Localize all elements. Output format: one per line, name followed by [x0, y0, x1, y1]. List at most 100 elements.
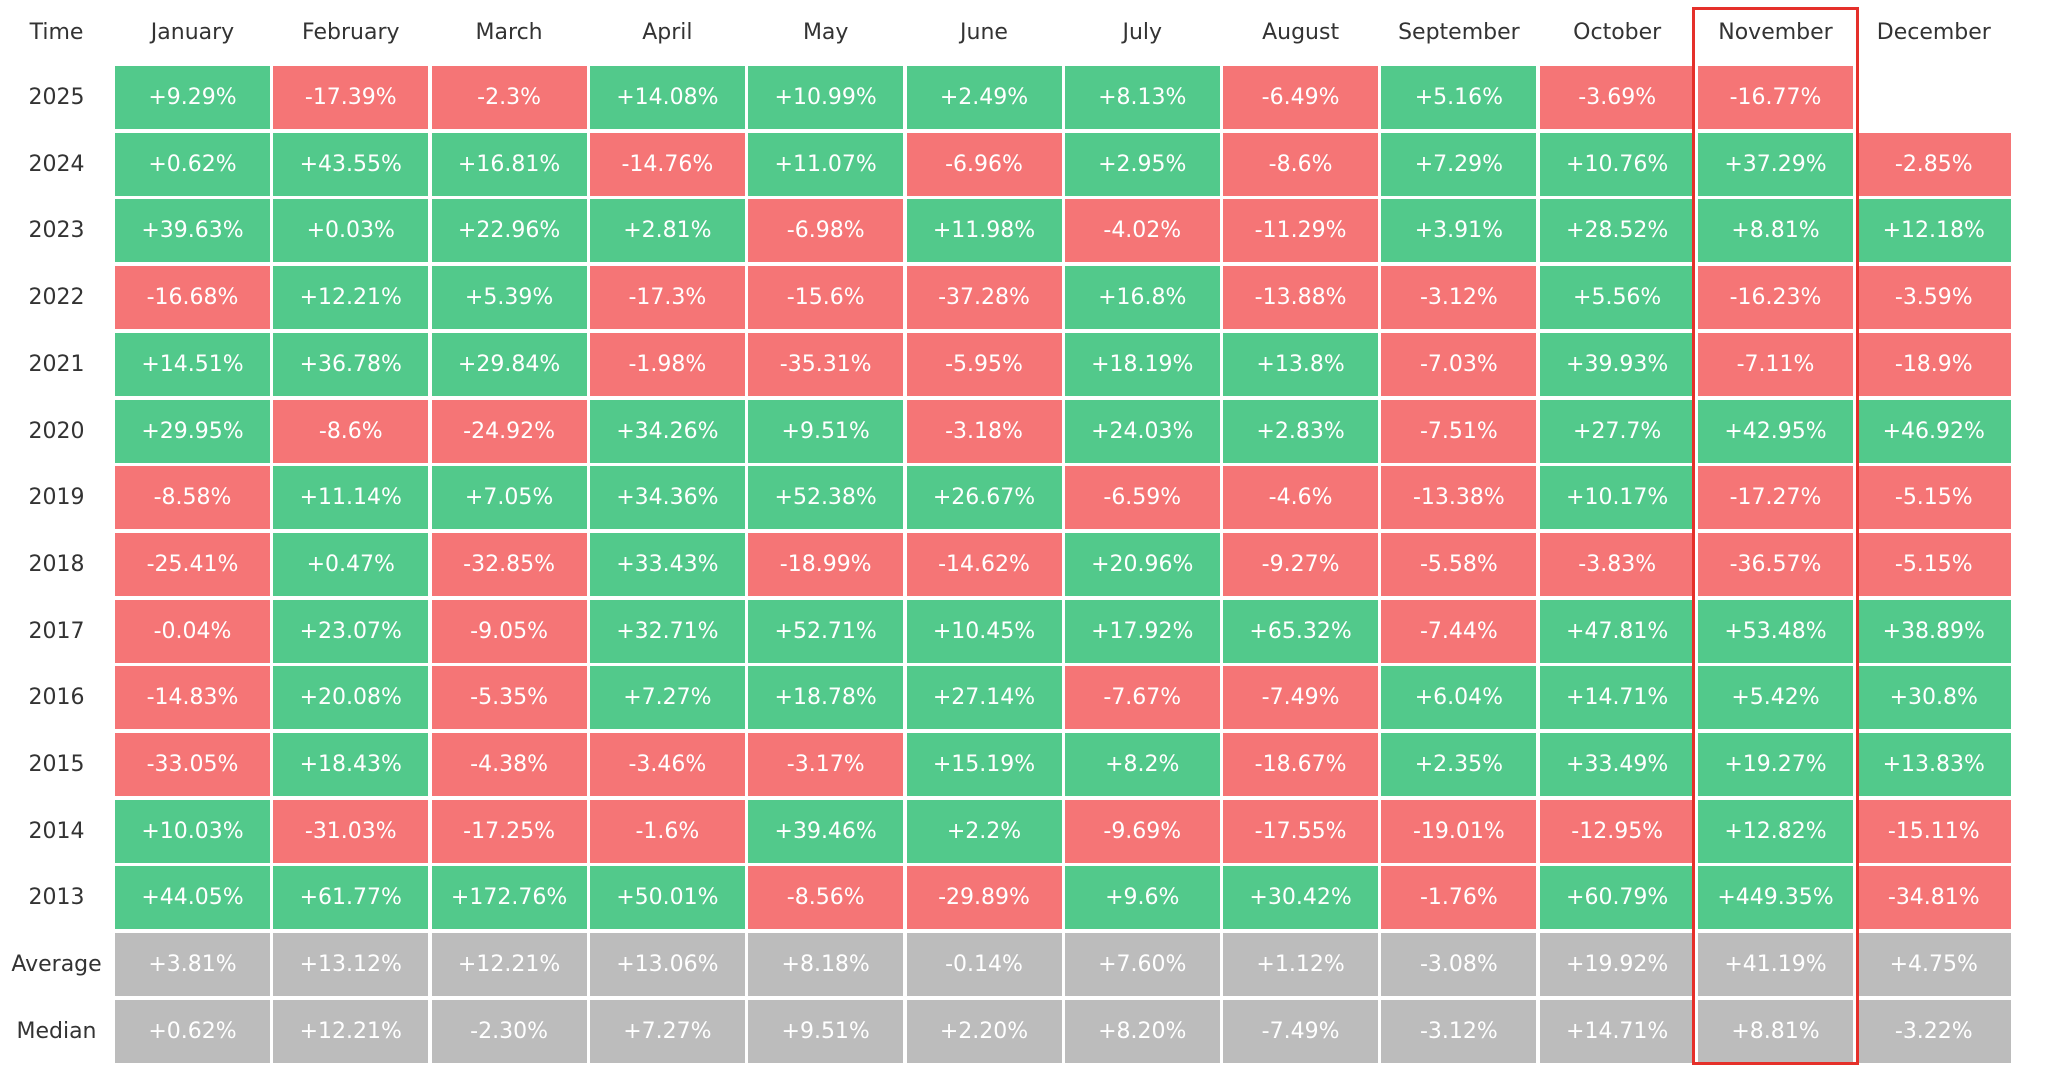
cell: +13.12%: [273, 933, 429, 997]
cell: +8.2%: [1064, 733, 1220, 796]
cell: +65.32%: [1223, 599, 1379, 663]
cell: +60.79%: [1539, 866, 1695, 930]
cell: +9.51%: [748, 999, 904, 1063]
cell: -1.6%: [589, 799, 745, 863]
cell: -24.92%: [431, 399, 587, 463]
cell: -15.6%: [748, 266, 904, 330]
cell: -7.67%: [1064, 666, 1220, 730]
cell: +5.56%: [1539, 266, 1695, 330]
column-header: August: [1262, 19, 1340, 45]
cell: -3.59%: [1856, 266, 2012, 330]
cell: -14.83%: [115, 666, 270, 730]
cell: +7.29%: [1381, 132, 1537, 196]
cell: +34.26%: [589, 399, 745, 463]
cell: -5.15%: [1856, 532, 2012, 596]
cell: -3.12%: [1381, 266, 1537, 330]
cell: +33.49%: [1539, 733, 1695, 796]
cell: -14.62%: [906, 532, 1062, 596]
column-header: February: [302, 19, 400, 45]
cell: +37.29%: [1698, 132, 1853, 196]
cell: +39.46%: [748, 799, 904, 863]
cell: -1.76%: [1381, 866, 1537, 930]
cell: +14.51%: [115, 332, 270, 396]
cell: +52.71%: [748, 599, 904, 663]
cell: -32.85%: [431, 532, 587, 596]
row-label: 2020: [28, 418, 85, 444]
column-header: December: [1876, 19, 1991, 45]
cell: -36.57%: [1698, 532, 1853, 596]
column-header: June: [960, 19, 1008, 45]
cell: +30.8%: [1856, 666, 2012, 730]
cell: +28.52%: [1539, 199, 1695, 263]
cell: +0.62%: [115, 132, 270, 196]
cell: +5.16%: [1381, 66, 1537, 129]
cell: -3.69%: [1539, 66, 1695, 129]
cell: +4.75%: [1856, 933, 2012, 997]
cell: +23.07%: [273, 599, 429, 663]
cell: +41.19%: [1698, 933, 1853, 997]
cell: +172.76%: [431, 866, 587, 930]
cell: +18.19%: [1064, 332, 1220, 396]
row-label: Average: [11, 952, 102, 978]
cell: -7.49%: [1223, 666, 1379, 730]
cell: +0.47%: [273, 532, 429, 596]
cell: +2.49%: [906, 66, 1062, 129]
row-label: 2019: [28, 485, 85, 511]
cell: +2.83%: [1223, 399, 1379, 463]
cell: -17.27%: [1698, 466, 1853, 530]
cell: -16.68%: [115, 266, 270, 330]
cell: +11.98%: [906, 199, 1062, 263]
cell: +33.43%: [589, 532, 745, 596]
cell: -15.11%: [1856, 799, 2012, 863]
cell: +50.01%: [589, 866, 745, 930]
cell: -4.38%: [431, 733, 587, 796]
cell: +15.19%: [906, 733, 1062, 796]
cell: +27.7%: [1539, 399, 1695, 463]
cell: -11.29%: [1223, 199, 1379, 263]
cell: -3.83%: [1539, 532, 1695, 596]
cell: -8.56%: [748, 866, 904, 930]
row-label: 2013: [28, 885, 85, 911]
cell: -14.76%: [589, 132, 745, 196]
cell: +24.03%: [1064, 399, 1220, 463]
cell: +34.36%: [589, 466, 745, 530]
cell: +14.71%: [1539, 999, 1695, 1063]
cell: +10.99%: [748, 66, 904, 129]
cell: +2.35%: [1381, 733, 1537, 796]
cell: +8.81%: [1698, 999, 1853, 1063]
cell: +38.89%: [1856, 599, 2012, 663]
column-header: September: [1398, 19, 1520, 45]
column-header: November: [1718, 19, 1833, 45]
highlight-box: [1692, 7, 1859, 1065]
cell: -7.03%: [1381, 332, 1537, 396]
cell: +7.05%: [431, 466, 587, 530]
cell: +39.93%: [1539, 332, 1695, 396]
cell: +7.27%: [589, 666, 745, 730]
cell: +0.62%: [115, 999, 270, 1063]
cell: -2.30%: [431, 999, 587, 1063]
cell: -3.12%: [1381, 999, 1537, 1063]
cell: +20.08%: [273, 666, 429, 730]
cell: +16.8%: [1064, 266, 1220, 330]
cell: -5.15%: [1856, 466, 2012, 530]
cell: +11.14%: [273, 466, 429, 530]
cell: +12.21%: [273, 999, 429, 1063]
cell: +19.27%: [1698, 733, 1853, 796]
cell: -17.25%: [431, 799, 587, 863]
cell: -33.05%: [115, 733, 270, 796]
cell: -3.46%: [589, 733, 745, 796]
cell: +12.21%: [431, 933, 587, 997]
column-header: January: [150, 19, 235, 45]
cell: -18.99%: [748, 532, 904, 596]
column-header: May: [802, 19, 849, 45]
cell: +12.82%: [1698, 799, 1853, 863]
cell: +18.43%: [273, 733, 429, 796]
cell: +10.03%: [115, 799, 270, 863]
cell: +8.81%: [1698, 199, 1853, 263]
cell: +8.18%: [748, 933, 904, 997]
cell: +18.78%: [748, 666, 904, 730]
cell: +27.14%: [906, 666, 1062, 730]
cell: -25.41%: [115, 532, 270, 596]
cell: -7.11%: [1698, 332, 1853, 396]
